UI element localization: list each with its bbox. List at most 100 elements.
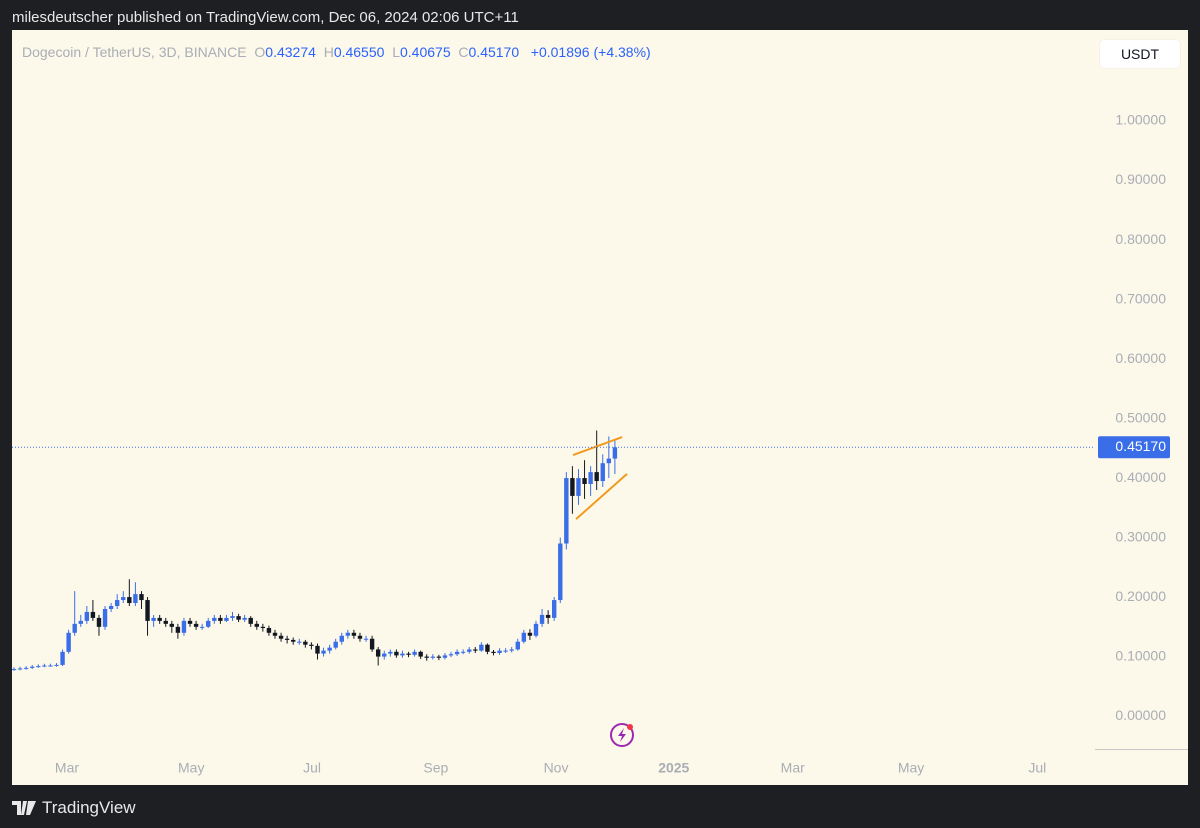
y-tick-label: 0.40000	[1115, 469, 1166, 485]
y-tick-label: 0.50000	[1115, 409, 1166, 425]
candle-body	[175, 626, 181, 633]
candle-body	[236, 616, 241, 620]
candle-body	[436, 656, 442, 658]
candle-body	[533, 623, 539, 636]
x-tick-label: May	[898, 760, 924, 776]
x-tick-label: Mar	[781, 760, 805, 776]
candle-body	[187, 620, 193, 624]
candle-body	[527, 632, 533, 636]
candle-body	[303, 641, 308, 645]
candle-body	[121, 597, 126, 601]
candle-body	[42, 665, 47, 667]
candle-body	[564, 478, 569, 544]
candle-body	[363, 638, 369, 640]
ohlc-key: L	[392, 44, 400, 60]
candle-body	[206, 620, 211, 627]
candle-body	[503, 650, 508, 652]
candle-body	[254, 623, 259, 627]
candle-body	[96, 617, 102, 627]
lightning-icon	[610, 723, 634, 747]
candle-body	[151, 617, 156, 621]
x-tick-label: May	[178, 760, 204, 776]
x-tick-label: Jul	[303, 760, 321, 776]
legend: Dogecoin / TetherUS, 3D, BINANCE O0.4327…	[22, 44, 651, 60]
candle-body	[454, 651, 460, 655]
candle-body	[558, 543, 563, 601]
publisher: milesdeutscher published on TradingView.…	[12, 9, 519, 26]
candle-body	[594, 472, 599, 482]
candle-body	[424, 656, 429, 658]
trend-line	[572, 436, 623, 456]
candle-body	[127, 597, 132, 604]
symbol: Dogecoin / TetherUS, 3D, BINANCE	[22, 44, 247, 60]
x-tick-label: 2025	[658, 760, 689, 776]
candle-body	[23, 667, 29, 669]
x-tick-label: Sep	[423, 760, 448, 776]
last-price-tag	[1098, 436, 1170, 459]
candle-body	[539, 614, 545, 624]
candle-body	[467, 649, 472, 652]
candle-body	[582, 478, 587, 485]
ohlc-value: 0.46550	[333, 44, 385, 60]
ohlc-key: C	[458, 44, 469, 60]
candle-body	[418, 651, 423, 657]
candle-body	[169, 623, 175, 627]
candle-body	[315, 645, 320, 654]
candle-body	[576, 478, 581, 496]
candle-body	[108, 606, 114, 609]
candle-body	[60, 651, 65, 665]
candle-body	[102, 608, 108, 627]
candle-body	[406, 653, 411, 655]
candle-body	[17, 668, 23, 670]
candle-body	[309, 644, 314, 646]
currency-button[interactable]: USDT	[1100, 40, 1180, 68]
candle-body	[473, 649, 478, 651]
candle-body	[145, 600, 150, 621]
trend-line	[575, 473, 628, 520]
candle-body	[394, 651, 399, 656]
footer: TradingView	[12, 798, 136, 818]
candle-body	[345, 632, 351, 636]
candle-body	[382, 653, 387, 657]
candle-body	[72, 623, 77, 633]
ohlc-value: 0.43274	[265, 44, 316, 60]
candle-body	[193, 623, 199, 627]
candle-body	[491, 651, 496, 654]
candle-body	[388, 651, 393, 654]
candle-body	[224, 617, 229, 621]
candle-body	[48, 665, 53, 667]
candle-body	[291, 639, 296, 642]
candle-body	[114, 600, 120, 606]
candle-body	[321, 650, 326, 654]
logo	[12, 801, 36, 815]
candle-body	[78, 620, 83, 624]
y-tick-label: 0.30000	[1115, 528, 1166, 544]
candle-body	[430, 656, 436, 658]
candle-body	[545, 614, 551, 618]
candle-body	[212, 617, 217, 621]
ohlc-key: O	[254, 44, 266, 60]
candle-body	[460, 651, 466, 653]
candle-body	[339, 635, 344, 642]
candle-body	[54, 664, 59, 666]
ohlc: O0.43274 H0.46550 L0.40675 C0.45170	[254, 44, 527, 60]
ohlc-key: H	[323, 44, 334, 60]
change: +0.01896	[530, 44, 590, 60]
candle-body	[600, 463, 605, 482]
candle-body	[278, 635, 284, 639]
y-tick-label: 0.00000	[1115, 707, 1166, 723]
x-tick-label: Mar	[55, 760, 79, 776]
candle-body	[260, 626, 266, 629]
candle-body	[272, 632, 278, 636]
last-price-label: 0.45170	[1115, 438, 1166, 454]
candle-body	[485, 644, 490, 652]
candle-body	[181, 620, 187, 633]
candle-body	[297, 641, 302, 643]
candle-body	[12, 669, 17, 671]
candle-body	[369, 638, 375, 650]
candle-body	[412, 651, 417, 655]
candle-body	[199, 626, 205, 628]
y-tick-label: 0.20000	[1115, 588, 1166, 604]
candle-body	[139, 594, 144, 601]
candle-body	[284, 638, 290, 640]
